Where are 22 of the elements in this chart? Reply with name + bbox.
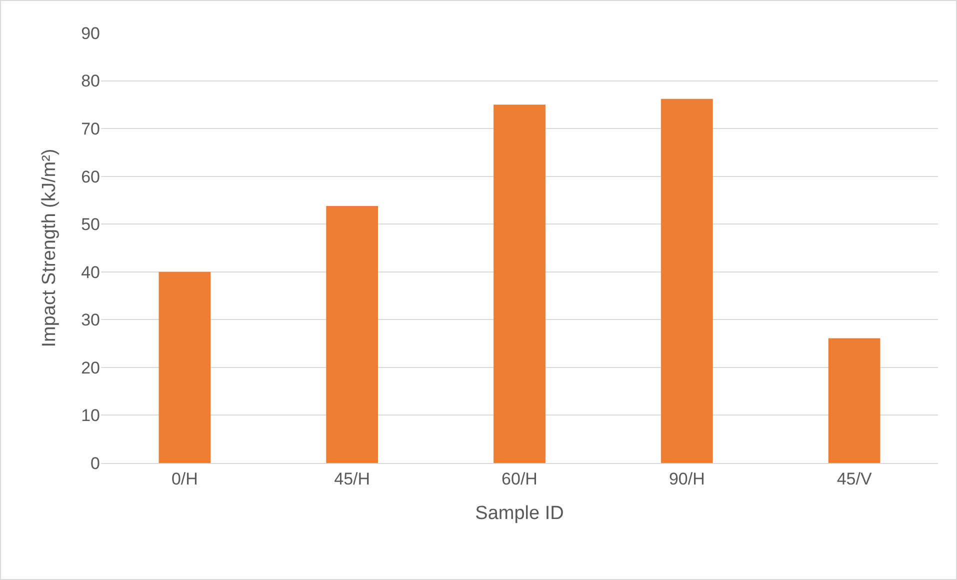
y-tick-label: 20 <box>81 358 100 378</box>
x-axis-title: Sample ID <box>475 503 564 524</box>
x-tick-label: 0/H <box>171 469 198 488</box>
y-tick-label: 40 <box>81 262 100 282</box>
bar <box>326 206 378 463</box>
bar <box>158 272 211 463</box>
bar <box>828 338 880 463</box>
y-tick-label: 90 <box>81 24 100 43</box>
y-tick-label: 10 <box>81 406 100 426</box>
y-tick-label: 80 <box>81 72 100 91</box>
y-tick-label: 60 <box>81 167 100 186</box>
y-tick-label: 0 <box>90 454 100 473</box>
x-tick-label: 90/H <box>668 469 705 488</box>
y-tick-label: 30 <box>81 310 100 330</box>
bar <box>660 98 713 463</box>
x-tick-label: 60/H <box>502 469 538 488</box>
y-tick-label: 50 <box>81 215 100 234</box>
bar <box>494 104 546 463</box>
y-axis-title: Impact Strength (kJ/m²) <box>38 148 60 348</box>
y-tick-label: 70 <box>81 120 100 139</box>
x-tick-label: 45/V <box>836 469 872 488</box>
x-tick-label: 45/H <box>334 469 370 488</box>
